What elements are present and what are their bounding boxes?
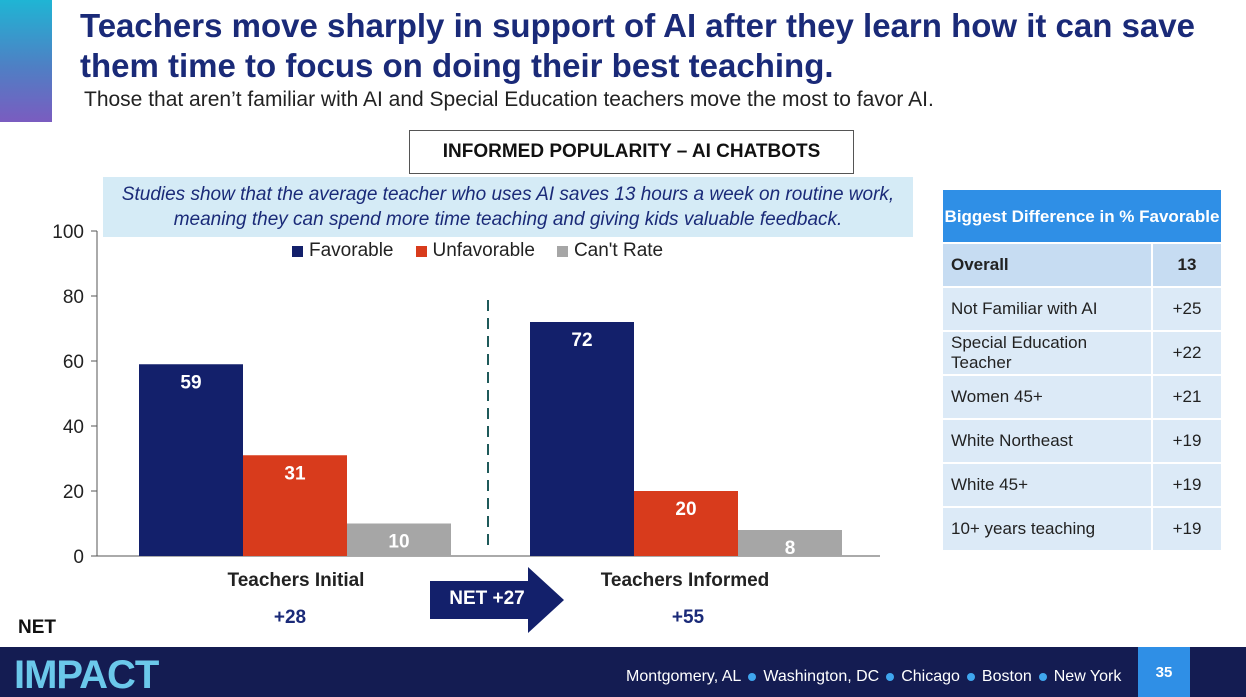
bar-unfavorable [634, 491, 738, 556]
city-label: Boston [981, 668, 1032, 685]
header-accent-bar [0, 0, 52, 122]
city-label: New York [1053, 668, 1122, 685]
data-label: 31 [284, 463, 306, 484]
legend-item-cant-rate: Can't Rate [556, 240, 664, 262]
row-label: Overall [941, 242, 1153, 288]
legend-item-unfavorable: Unfavorable [415, 240, 535, 262]
difference-table: Biggest Difference in % Favorable Overal… [941, 188, 1223, 552]
row-value: +21 [1151, 374, 1223, 420]
row-label: Not Familiar with AI [941, 286, 1153, 332]
city-label: Washington, DC [763, 668, 880, 685]
bar-chart: 0 20 40 60 80 100 59 72 31 20 10 8 [52, 222, 880, 568]
chart-title: INFORMED POPULARITY – AI CHATBOTS [409, 130, 854, 174]
legend-swatch-cant-rate [556, 245, 568, 257]
net-value-initial: +28 [273, 607, 307, 628]
y-tick-label: 60 [63, 352, 84, 373]
footer-bar [0, 647, 1246, 697]
legend-swatch-favorable [292, 245, 303, 257]
row-value: +19 [1151, 506, 1223, 552]
y-tick-label: 0 [73, 547, 84, 568]
y-tick-label: 80 [63, 287, 84, 308]
table-row: Not Familiar with AI +25 [941, 286, 1223, 332]
difference-table-header: Biggest Difference in % Favorable [941, 188, 1223, 244]
table-row: Women 45+ +21 [941, 374, 1223, 420]
bar-can-t-rate [738, 530, 842, 556]
impact-logo: IMPACT [14, 653, 159, 697]
callout-box: Studies show that the average teacher wh… [103, 177, 913, 237]
legend-label-unfavorable: Unfavorable [432, 240, 535, 261]
table-row: Special Education Teacher +22 [941, 330, 1223, 376]
net-value-informed: +55 [671, 607, 705, 628]
city-label: Chicago [901, 668, 960, 685]
dot-separator-icon [886, 673, 895, 681]
category-label-initial: Teachers Initial [227, 570, 365, 591]
row-value: 13 [1151, 242, 1223, 288]
row-label: 10+ years teaching [941, 506, 1153, 552]
chart-legend: Favorable Unfavorable Can't Rate [292, 240, 663, 262]
data-label: 20 [675, 499, 696, 520]
table-row: White 45+ +19 [941, 462, 1223, 508]
legend-label-favorable: Favorable [309, 240, 394, 261]
y-tick-label: 40 [63, 417, 84, 438]
legend-label-cant-rate: Can't Rate [573, 240, 664, 261]
data-label: 10 [388, 532, 409, 553]
city-label: Montgomery, AL [626, 668, 742, 685]
dot-separator-icon [748, 673, 757, 681]
legend-swatch-unfavorable [415, 245, 427, 257]
page-title: Teachers move sharply in support of AI a… [80, 7, 1195, 84]
bar-can-t-rate [347, 523, 451, 556]
row-value: +19 [1151, 462, 1223, 508]
row-label: Special Education Teacher [941, 330, 1153, 376]
dot-separator-icon [966, 673, 975, 681]
row-value: +19 [1151, 418, 1223, 464]
data-label: 8 [785, 538, 796, 559]
category-label-informed: Teachers Informed [600, 570, 770, 591]
page-number: 35 [1138, 647, 1190, 697]
legend-item-favorable: Favorable [292, 240, 394, 262]
y-tick-label: 20 [63, 482, 84, 503]
footer-cities: Montgomery, AL Washington, DC Chicago Bo… [626, 668, 1121, 686]
bar-favorable [530, 322, 634, 556]
bar-unfavorable [243, 455, 347, 556]
row-value: +22 [1151, 330, 1223, 376]
net-label: NET [18, 617, 56, 638]
dot-separator-icon [1038, 673, 1047, 681]
row-value: +25 [1151, 286, 1223, 332]
table-row: 10+ years teaching +19 [941, 506, 1223, 552]
row-label: White 45+ [941, 462, 1153, 508]
table-row: Overall 13 [941, 242, 1223, 288]
row-label: White Northeast [941, 418, 1153, 464]
table-row: White Northeast +19 [941, 418, 1223, 464]
row-label: Women 45+ [941, 374, 1153, 420]
data-label: 72 [571, 330, 592, 351]
y-tick-label: 100 [52, 222, 84, 243]
bar-favorable [139, 364, 243, 556]
data-label: 59 [180, 372, 201, 393]
net-change-label: NET +27 [449, 588, 525, 609]
page-subtitle: Those that aren’t familiar with AI and S… [84, 88, 934, 111]
net-change-arrow [430, 567, 564, 633]
